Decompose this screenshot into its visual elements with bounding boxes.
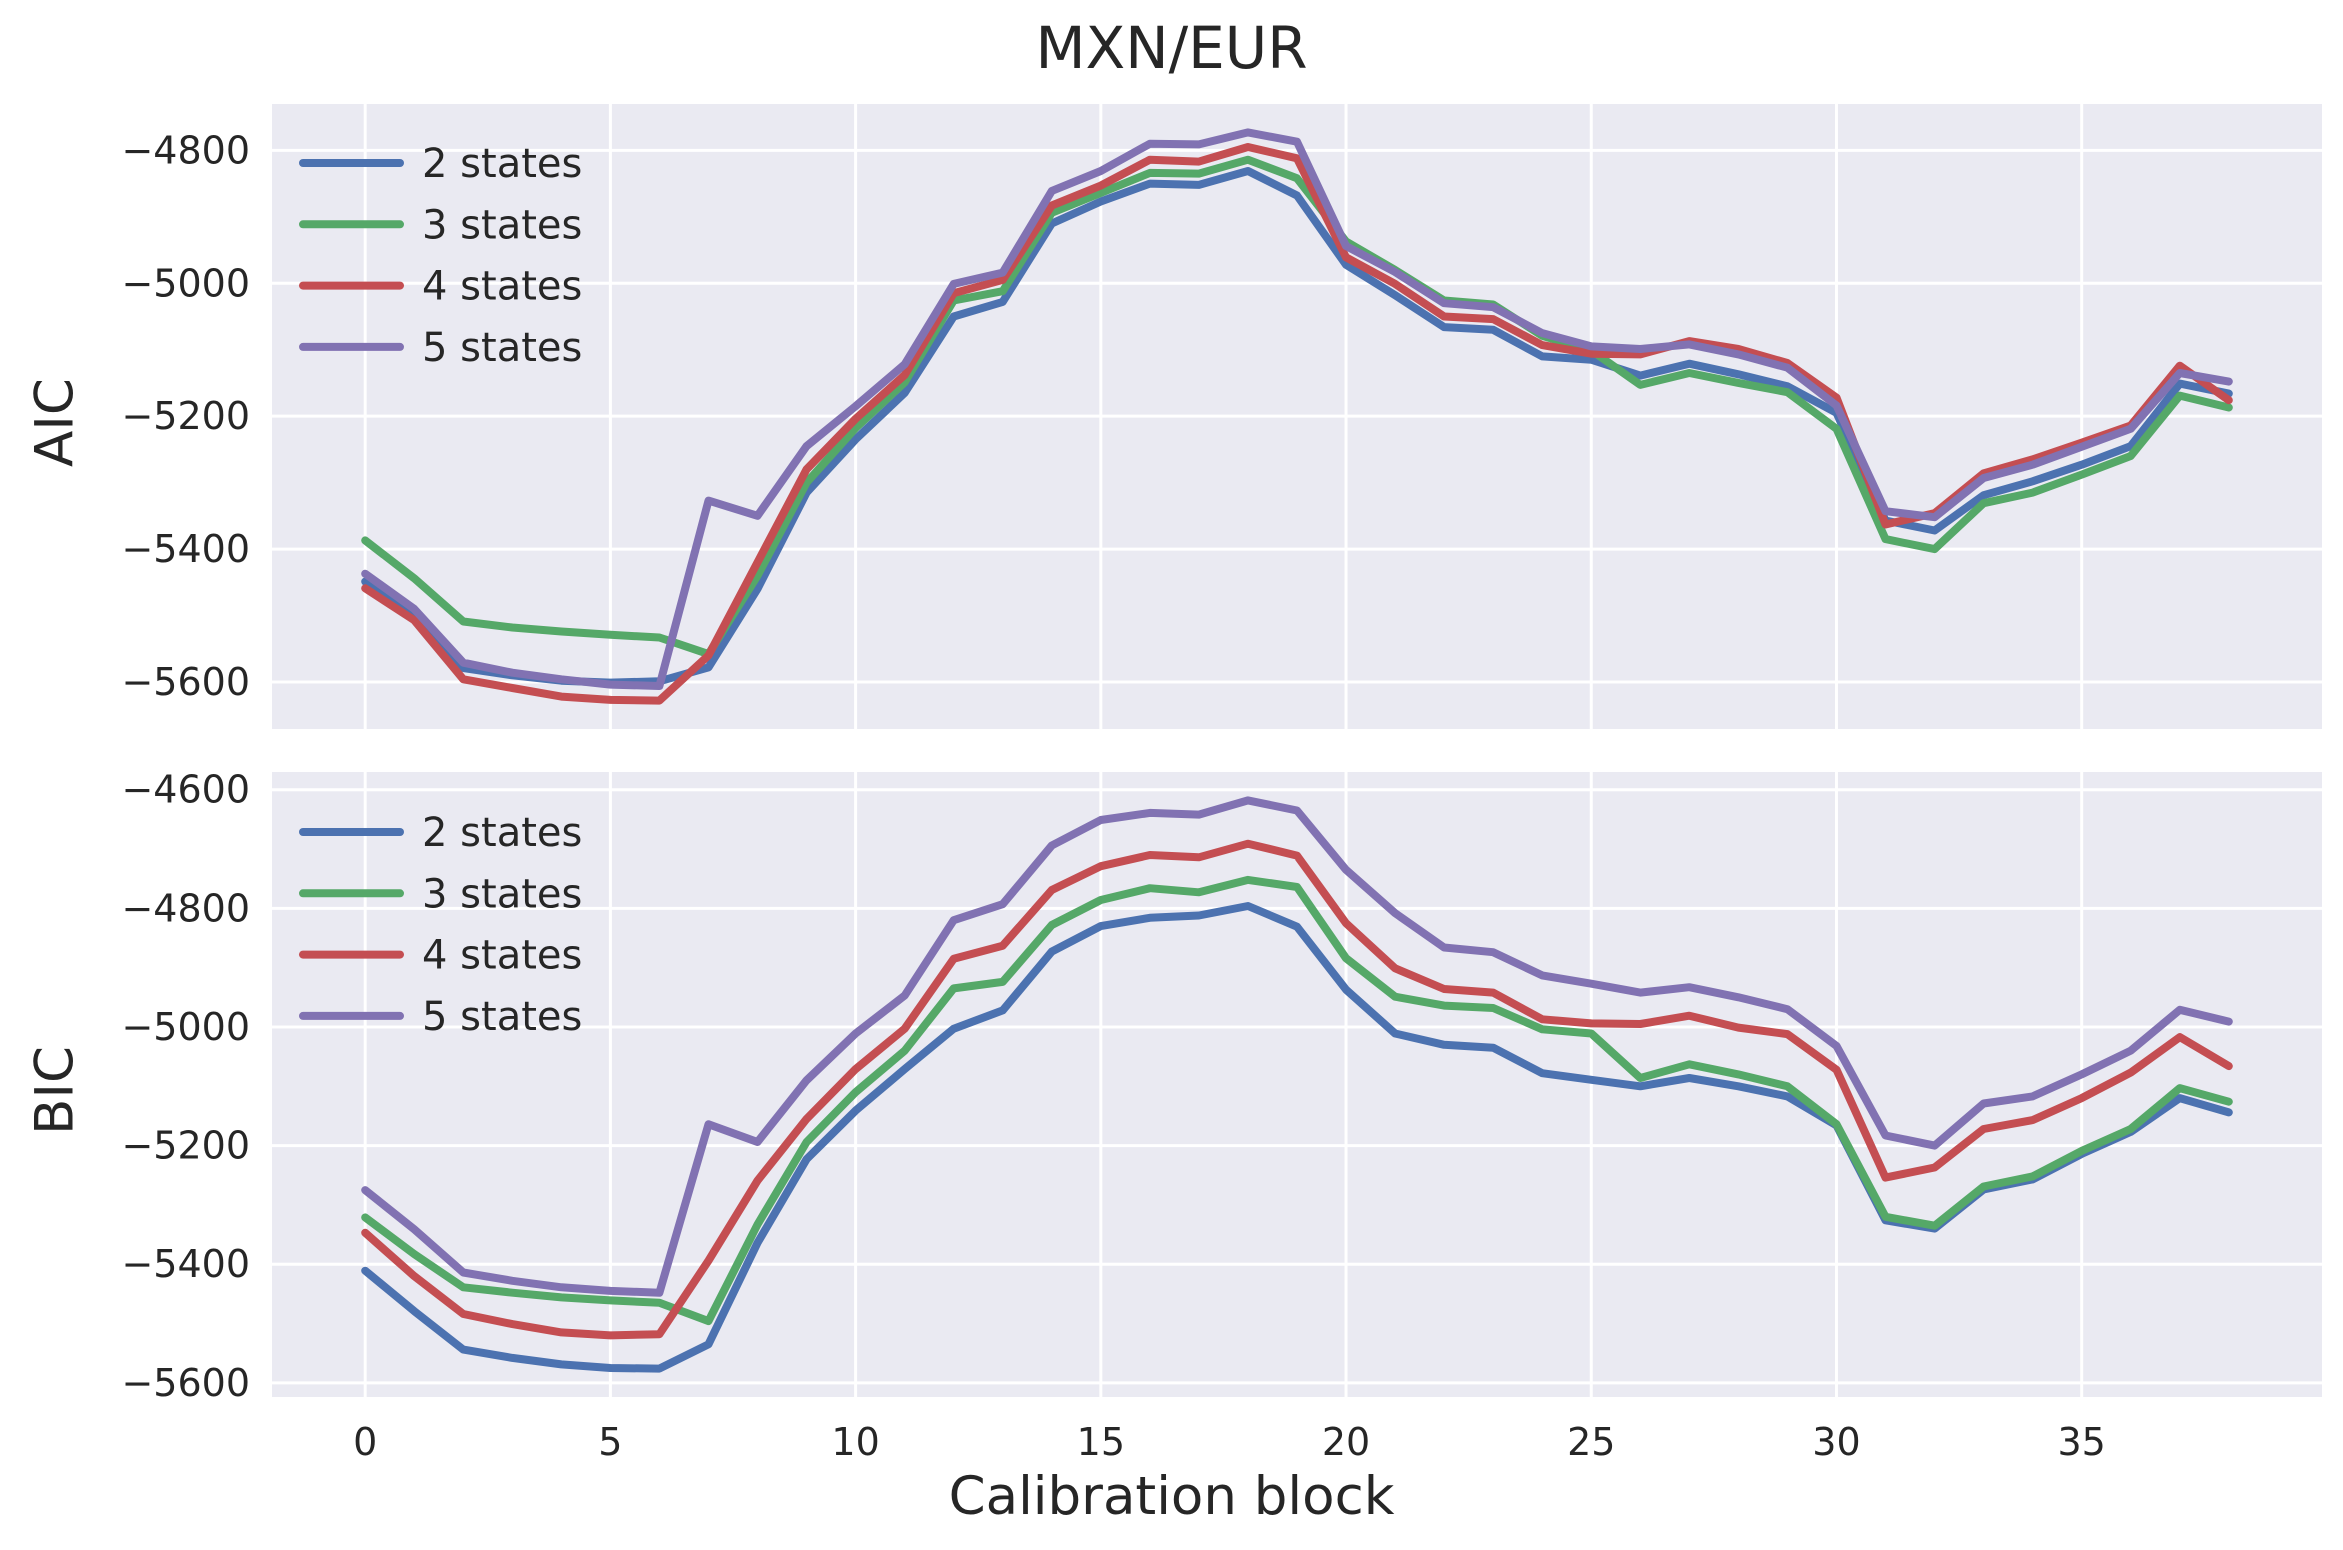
- legend-label: 4 states: [422, 933, 582, 979]
- x-tick-label: 35: [2058, 1420, 2106, 1464]
- x-tick-label: 0: [353, 1420, 377, 1464]
- y-tick-label: −5200: [121, 394, 250, 438]
- series-line-5-states: [361, 796, 2233, 1297]
- y-tick-label: −5000: [121, 261, 250, 305]
- y-tick-label: −5000: [121, 1005, 250, 1049]
- legend-label: 2 states: [422, 810, 582, 856]
- chart-title: MXN/EUR: [1035, 14, 1308, 82]
- legend-label: 2 states: [422, 141, 582, 187]
- series-line-5-states: [361, 128, 2233, 690]
- legend-label: 5 states: [422, 994, 582, 1040]
- x-tick-label: 30: [1812, 1420, 1860, 1464]
- y-tick-label: −5400: [121, 1242, 250, 1286]
- plot-area: [272, 772, 2322, 1397]
- legend-label: 3 states: [422, 871, 582, 917]
- y-tick-label: −4800: [121, 886, 250, 930]
- y-axis-label-bic: BIC: [24, 1046, 86, 1135]
- x-tick-label: 15: [1077, 1420, 1125, 1464]
- y-tick-label: −5200: [121, 1124, 250, 1168]
- y-tick-label: −5600: [121, 1361, 250, 1405]
- y-tick-label: −5600: [121, 660, 250, 704]
- x-tick-label: 25: [1567, 1420, 1615, 1464]
- x-tick-label: 20: [1322, 1420, 1370, 1464]
- y-tick-label: −5400: [121, 527, 250, 571]
- x-tick-label: 5: [598, 1420, 622, 1464]
- y-axis-label-aic: AIC: [24, 378, 86, 467]
- legend-label: 4 states: [422, 264, 582, 310]
- y-tick-label: −4600: [121, 768, 250, 812]
- series-line-3-states: [361, 155, 2233, 659]
- series-line-2-states: [361, 167, 2233, 687]
- x-axis-label: Calibration block: [948, 1466, 1395, 1527]
- y-tick-label: −4800: [121, 128, 250, 172]
- x-tick-label: 10: [831, 1420, 879, 1464]
- legend-label: 3 states: [422, 202, 582, 248]
- series-line-4-states: [361, 839, 2233, 1340]
- legend-label: 5 states: [422, 325, 582, 371]
